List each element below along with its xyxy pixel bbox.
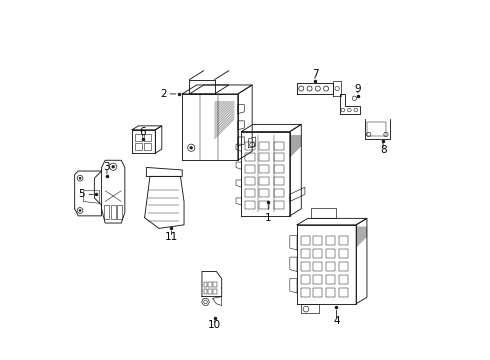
Bar (245, 165, 255, 173)
Bar (213, 282, 217, 287)
Bar (339, 262, 348, 271)
Bar (111, 205, 116, 220)
Bar (245, 153, 255, 161)
Text: 3: 3 (103, 162, 110, 172)
Bar (208, 282, 212, 287)
Bar (259, 165, 270, 173)
Bar (259, 189, 270, 197)
Bar (245, 201, 255, 209)
Circle shape (112, 165, 115, 168)
Bar (259, 153, 270, 161)
Bar (245, 177, 255, 185)
Circle shape (190, 146, 193, 149)
Bar (314, 262, 322, 271)
Text: 9: 9 (355, 84, 361, 94)
Bar (117, 205, 122, 220)
Bar (213, 289, 217, 294)
Bar (104, 205, 109, 220)
Text: 5: 5 (78, 189, 85, 199)
Bar (274, 189, 284, 197)
Bar (339, 275, 348, 284)
Bar (339, 236, 348, 245)
Polygon shape (190, 85, 229, 94)
Bar (314, 236, 322, 245)
Bar (367, 122, 386, 136)
Bar (245, 189, 255, 197)
Bar (274, 153, 284, 161)
Bar (204, 282, 207, 287)
Bar (245, 141, 255, 149)
Bar (314, 275, 322, 284)
Text: 8: 8 (380, 144, 387, 154)
Bar (208, 289, 212, 294)
Bar (326, 275, 335, 284)
Bar (314, 249, 322, 258)
Bar (274, 201, 284, 209)
Bar (314, 288, 322, 297)
Bar (300, 262, 310, 271)
Bar (339, 288, 348, 297)
Text: 6: 6 (140, 127, 146, 136)
Bar (135, 143, 142, 149)
Text: 11: 11 (165, 232, 178, 242)
Bar (259, 141, 270, 149)
Bar (135, 134, 142, 140)
Circle shape (79, 177, 81, 179)
Bar (274, 165, 284, 173)
Bar (339, 249, 348, 258)
Bar (259, 201, 270, 209)
Bar (300, 275, 310, 284)
Bar (144, 143, 151, 149)
Circle shape (79, 210, 81, 212)
Bar (300, 236, 310, 245)
Bar (326, 262, 335, 271)
Text: 4: 4 (333, 316, 340, 325)
Text: 7: 7 (312, 69, 318, 79)
Text: 1: 1 (265, 213, 271, 222)
Bar (326, 288, 335, 297)
Bar (326, 236, 335, 245)
Text: 2: 2 (160, 89, 167, 99)
Bar (204, 289, 207, 294)
Bar (300, 288, 310, 297)
Bar (274, 177, 284, 185)
Bar (259, 177, 270, 185)
Bar (274, 141, 284, 149)
Bar (144, 134, 151, 140)
Bar (326, 249, 335, 258)
Bar (300, 249, 310, 258)
Text: 10: 10 (208, 320, 221, 330)
